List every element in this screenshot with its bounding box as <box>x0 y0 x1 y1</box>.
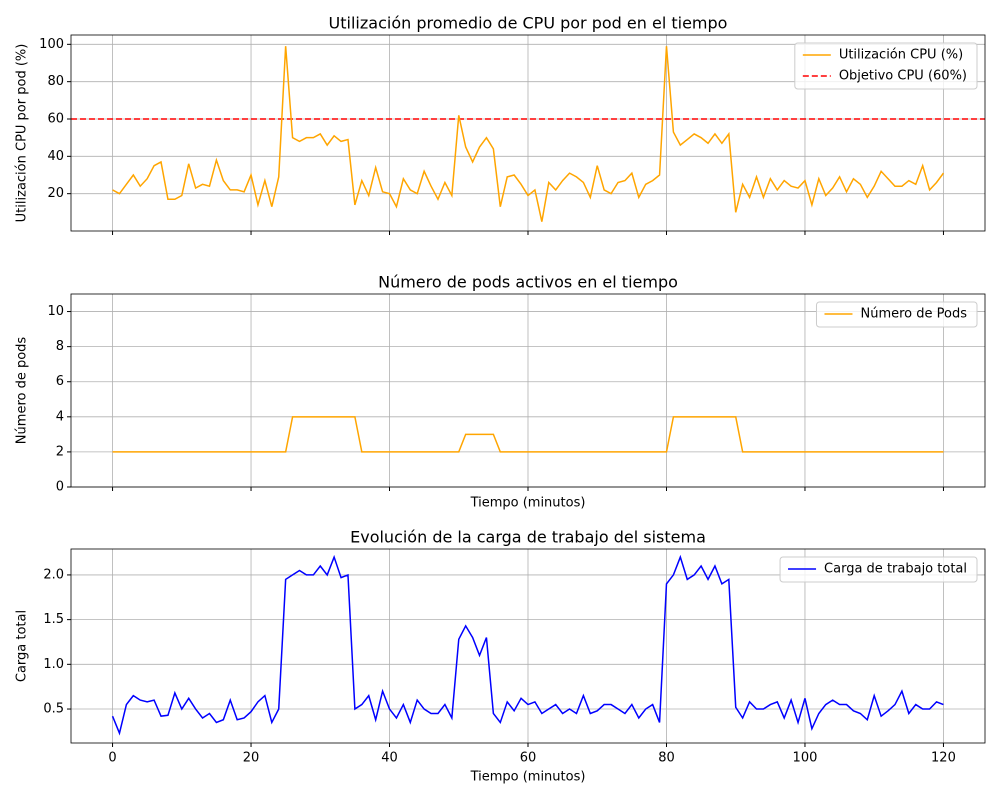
x-tick-label: 100 <box>793 751 818 766</box>
legend-label: Carga de trabajo total <box>824 562 967 577</box>
legend-box <box>779 556 978 583</box>
y-tick-label: 0 <box>56 480 64 495</box>
legend: Utilización CPU (%) Objetivo CPU (60%) <box>794 42 978 90</box>
legend: Número de Pods <box>815 301 978 328</box>
plot-frame <box>70 293 986 488</box>
data-line <box>112 46 945 222</box>
y-tick-label: 100 <box>39 37 64 52</box>
y-tick-label: 2.0 <box>43 567 64 582</box>
x-tick-label: 120 <box>931 751 956 766</box>
legend-box <box>815 301 978 328</box>
y-tick-label: 1.0 <box>43 657 64 672</box>
legend-label: Utilización CPU (%) <box>839 48 963 63</box>
data-line <box>112 416 944 453</box>
legend-label: Objetivo CPU (60%) <box>839 69 967 84</box>
y-tick-label: 4 <box>56 409 64 424</box>
x-tick-label: 0 <box>108 751 116 766</box>
subplot: Número de pods activos en el tiempo Númer… <box>15 273 986 511</box>
y-tick-label: 8 <box>56 339 64 354</box>
subplot: Utilización promedio de CPU por pod en e… <box>15 14 986 235</box>
y-tick-label: 1.5 <box>43 612 64 627</box>
y-tick-label: 20 <box>47 186 64 201</box>
data-line <box>111 554 944 736</box>
y-tick-label: 6 <box>56 374 64 389</box>
chart-title: Evolución de la carga de trabajo del sis… <box>350 528 706 547</box>
x-tick-label: 60 <box>520 751 537 766</box>
plot-frame <box>70 34 986 232</box>
chart-title: Número de pods activos en el tiempo <box>378 273 678 292</box>
y-tick-label: 10 <box>47 304 64 319</box>
y-tick-label: 0.5 <box>43 702 64 717</box>
y-tick-label: 40 <box>47 149 64 164</box>
x-tick-label: 40 <box>381 751 398 766</box>
legend-box <box>794 42 978 90</box>
x-axis-label: Tiempo (minutos) <box>470 770 586 785</box>
legend: Carga de trabajo total <box>779 556 978 583</box>
x-tick-label: 80 <box>658 751 675 766</box>
x-tick-label: 20 <box>243 751 260 766</box>
chart-title: Utilización promedio de CPU por pod en e… <box>329 14 728 33</box>
y-axis-label: Carga total <box>15 610 30 682</box>
y-axis-label: Utilización CPU por pod (%) <box>15 44 30 223</box>
y-tick-label: 80 <box>47 74 64 89</box>
plot-frame <box>70 548 986 744</box>
x-axis-label: Tiempo (minutos) <box>470 496 586 511</box>
subplot: Evolución de la carga de trabajo del sis… <box>15 528 986 785</box>
y-tick-label: 2 <box>56 444 64 459</box>
y-axis-label: Número de pods <box>15 337 30 445</box>
legend-label: Número de Pods <box>860 307 967 322</box>
y-tick-label: 60 <box>47 112 64 127</box>
